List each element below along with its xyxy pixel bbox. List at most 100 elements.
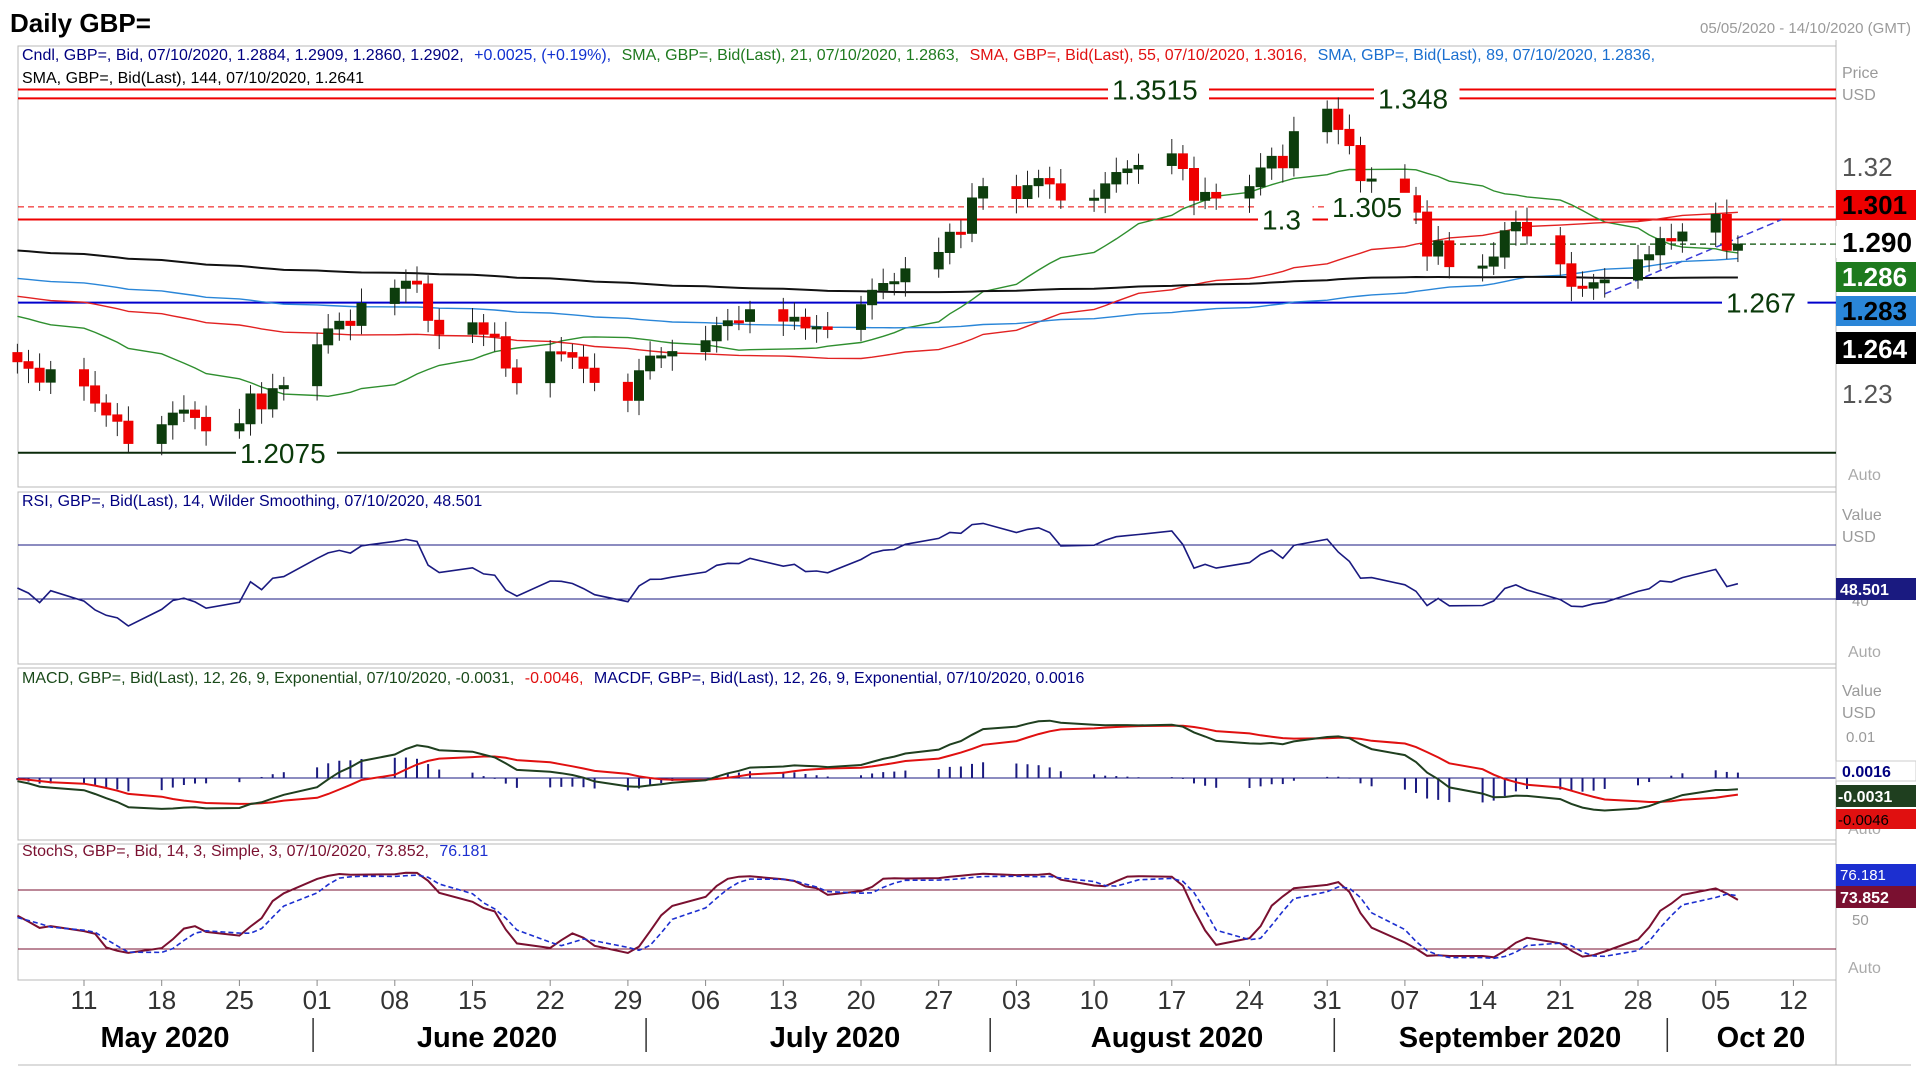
- x-day-label-21: 21: [1546, 985, 1575, 1015]
- panel-frame-2: [17, 667, 1837, 841]
- level-annotations: 1.3515 1.348 1.305 1.3 1.267 1.2075: [236, 75, 1808, 469]
- macd-legend: MACD, GBP=, Bid(Last), 12, 26, 9, Expone…: [22, 670, 1085, 687]
- rsi-auto-button[interactable]: Auto: [1848, 644, 1881, 661]
- rsi-line: [17, 522, 1836, 627]
- candle-body: [1100, 183, 1111, 199]
- candle-body: [79, 369, 89, 387]
- x-day-label-24: 24: [1235, 985, 1264, 1015]
- candle-body: [45, 369, 56, 383]
- candle-body: [1177, 153, 1188, 169]
- price-sma-lines: [17, 168, 1738, 398]
- sma55-line: [17, 211, 1738, 360]
- signal-tag: -0.0046: [1838, 812, 1889, 829]
- candle-body: [1200, 191, 1211, 201]
- candle-body: [323, 328, 334, 346]
- candle-body: [1710, 213, 1721, 233]
- candle-body: [889, 281, 900, 285]
- candle-body: [345, 320, 356, 326]
- candle-body: [800, 316, 811, 329]
- candle-body: [1266, 155, 1277, 169]
- candle-body: [900, 268, 911, 283]
- macd-line: [17, 719, 1738, 812]
- annotation-1.3: 1.3: [1262, 204, 1301, 235]
- candle-body: [811, 326, 822, 330]
- price-tick-1.32: 1.32: [1842, 152, 1893, 182]
- candle-body: [722, 320, 733, 327]
- sma21-line: [17, 168, 1738, 398]
- price-auto-button[interactable]: Auto: [1848, 467, 1881, 484]
- dashed-trendline: [1604, 218, 1783, 295]
- candle-body: [1599, 279, 1610, 284]
- candle-body: [556, 351, 567, 355]
- candle-body: [645, 355, 656, 372]
- candle-body: [467, 322, 478, 335]
- x-day-label-03: 03: [1002, 985, 1031, 1015]
- annotation-bg-4: [1722, 288, 1808, 317]
- candle-body: [1444, 240, 1455, 268]
- legend-sma144: SMA, GBP=, Bid(Last), 144, 07/10/2020, 1…: [22, 70, 364, 87]
- candle-body: [1577, 285, 1588, 289]
- sma89-tag: 1.283: [1842, 296, 1907, 326]
- macd-axis-unit: USD: [1842, 705, 1876, 722]
- candle-body: [1277, 155, 1288, 169]
- stoch-last-tags: 76.181 73.852: [1836, 864, 1916, 908]
- candle-body: [1566, 263, 1577, 287]
- candle-body: [1111, 172, 1122, 185]
- candle-body: [90, 385, 101, 404]
- candle-body: [933, 251, 944, 270]
- stoch-auto-button[interactable]: Auto: [1848, 960, 1881, 977]
- sma55-tag-bg: [1836, 190, 1916, 220]
- legend-sma89: SMA, GBP=, Bid(Last), 89, 07/10/2020, 1.…: [1318, 47, 1656, 64]
- x-day-label-11: 11: [71, 985, 98, 1015]
- candle-body: [1477, 265, 1488, 269]
- candle-body: [1211, 191, 1222, 199]
- stoch-legend-a: StochS, GBP=, Bid, 14, 3, Simple, 3, 07/…: [22, 843, 429, 860]
- price-axis-title: Price: [1842, 65, 1879, 82]
- annotation-1.305: 1.305: [1332, 192, 1402, 223]
- candle-body: [622, 381, 633, 401]
- stoch-k-tag-bg: [1836, 886, 1916, 908]
- candle-body: [234, 423, 245, 432]
- candle-body: [1333, 108, 1344, 130]
- rsi-tag: 48.501: [1840, 582, 1889, 599]
- macd-last-tags: 0.0016 -0.0031 -0.0046: [1835, 760, 1916, 829]
- close-tag: 1.290: [1842, 227, 1912, 258]
- candle-body: [733, 320, 744, 324]
- candle-body: [312, 344, 323, 387]
- annotation-bg-1: [1374, 84, 1460, 113]
- signal-tag-bg: [1836, 809, 1916, 829]
- sma89-line: [17, 257, 1738, 329]
- annotation-bg-0: [1108, 75, 1209, 104]
- stoch-legend-b: 76.181: [439, 843, 488, 860]
- hist-tag-bg: [1835, 760, 1916, 782]
- sma144-tag-bg: [1836, 332, 1916, 364]
- candle-body: [1322, 108, 1333, 133]
- candle-body: [12, 352, 23, 363]
- sma21-tag-bg: [1836, 262, 1916, 292]
- x-day-label-07: 07: [1390, 985, 1419, 1015]
- candle-body: [567, 352, 578, 358]
- macd-tick-0.01: 0.01: [1846, 729, 1875, 746]
- x-axis: 11 18 25 01 08 15 22 29 06 13 20 27 03 10 17 24 31 07 14 21…: [71, 980, 1808, 1054]
- candle-body: [500, 336, 511, 369]
- macd-legend-b: -0.0046,: [525, 670, 584, 687]
- panel-frame-3: [17, 843, 1837, 981]
- candle-body: [1011, 186, 1022, 200]
- price-axis-unit: USD: [1842, 87, 1876, 104]
- x-day-label-01: 01: [303, 985, 332, 1015]
- candle-body: [634, 370, 644, 401]
- candle-body: [190, 409, 200, 418]
- candle-body: [1721, 213, 1732, 251]
- candle-body: [778, 309, 789, 322]
- candle-body: [1522, 221, 1532, 237]
- candle-body: [1732, 243, 1743, 251]
- candle-body: [822, 326, 833, 330]
- candle-body: [1044, 178, 1055, 185]
- candle-body: [178, 409, 189, 414]
- candle-body: [245, 393, 256, 425]
- x-day-label-25: 25: [225, 985, 254, 1015]
- sma89-tag-bg: [1836, 296, 1916, 326]
- x-day-label-31: 31: [1313, 985, 1342, 1015]
- rsi-legend: RSI, GBP=, Bid(Last), 14, Wilder Smoothi…: [22, 493, 482, 510]
